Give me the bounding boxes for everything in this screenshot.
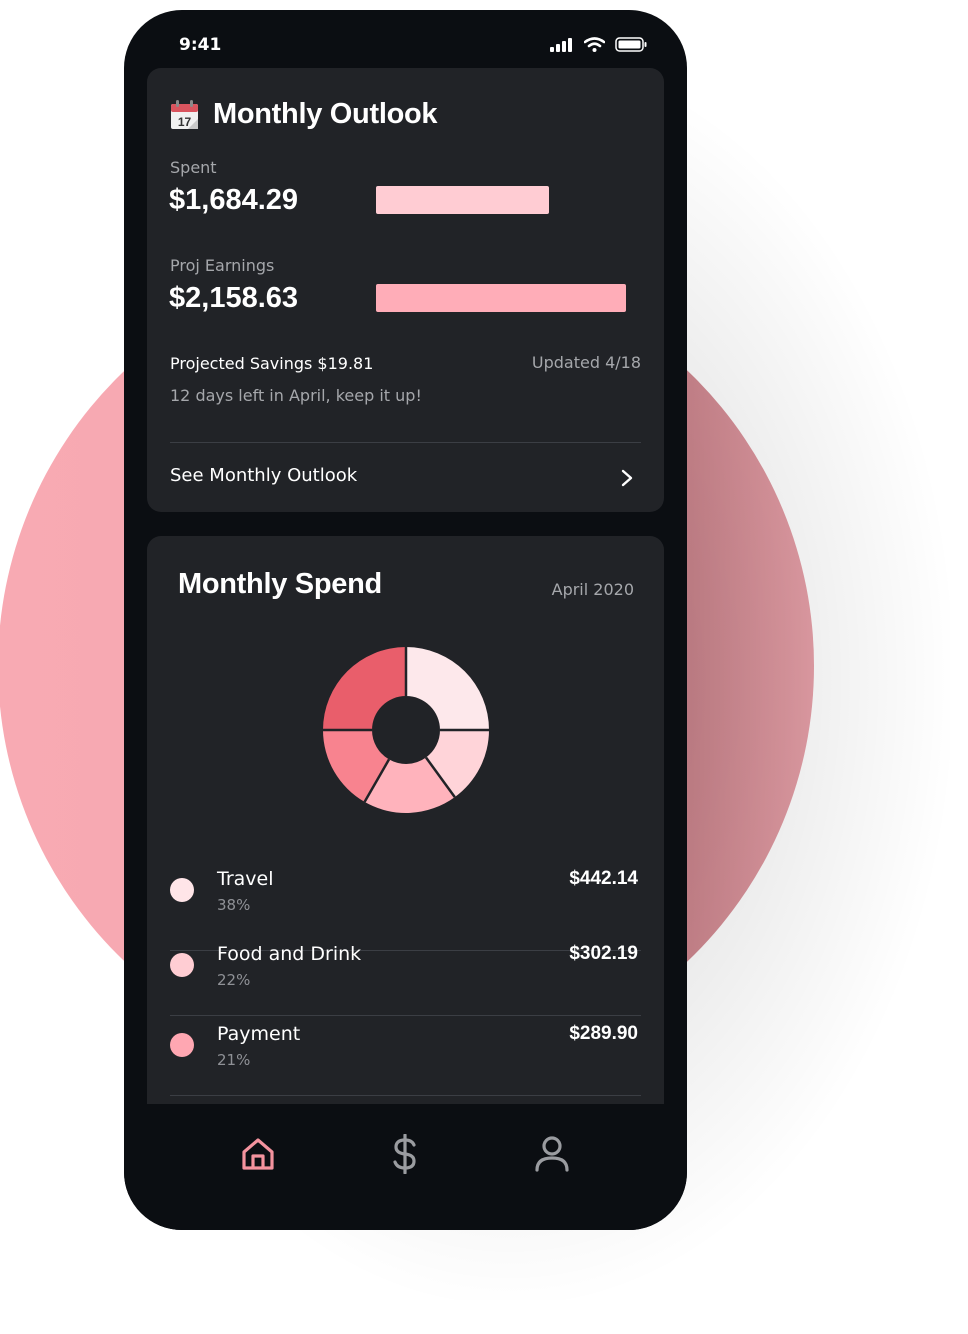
- category-name: Payment: [217, 1023, 301, 1045]
- list-item[interactable]: Food and Drink 22% $302.19: [170, 937, 641, 1016]
- category-amount: $442.14: [569, 868, 638, 889]
- monthly-spend-card: Monthly Spend April 2020 Travel 38% $442…: [147, 536, 664, 1116]
- donut-segment-3: [364, 757, 455, 813]
- category-percent: 38%: [217, 896, 251, 914]
- profile-icon: [535, 1136, 569, 1172]
- donut-segment-5: [323, 647, 406, 730]
- category-color-dot: [170, 953, 194, 977]
- chevron-right-icon: [621, 469, 633, 487]
- signal-icon: [550, 37, 572, 52]
- calendar-day: 17: [178, 115, 192, 129]
- row-divider: [170, 950, 641, 951]
- earnings-bar: [376, 284, 626, 312]
- status-bar: 9:41: [124, 10, 687, 70]
- battery-icon: [615, 37, 647, 52]
- list-item[interactable]: Travel 38% $442.14: [170, 862, 641, 951]
- earnings-value: $2,158.63: [169, 282, 299, 314]
- see-outlook-label: See Monthly Outlook: [170, 465, 358, 486]
- spend-donut-chart: [323, 647, 489, 813]
- divider: [170, 442, 641, 443]
- earnings-label: Proj Earnings: [170, 256, 275, 275]
- list-item[interactable]: Payment 21% $289.90: [170, 1017, 641, 1096]
- spent-bar: [376, 186, 549, 214]
- donut-segment-1: [406, 647, 489, 730]
- row-divider: [170, 1015, 641, 1016]
- updated-date: Updated 4/18: [531, 353, 641, 372]
- category-color-dot: [170, 1033, 194, 1057]
- spend-title: Monthly Spend: [178, 568, 382, 600]
- donut-segment-4: [323, 730, 389, 802]
- outlook-title: Monthly Outlook: [213, 98, 438, 130]
- see-outlook-link[interactable]: See Monthly Outlook: [147, 444, 664, 508]
- row-divider: [170, 1095, 641, 1096]
- category-percent: 22%: [217, 971, 251, 989]
- status-time: 9:41: [179, 35, 222, 55]
- projected-savings: Projected Savings $19.81: [170, 354, 374, 373]
- category-color-dot: [170, 878, 194, 902]
- tab-money[interactable]: [383, 1132, 427, 1176]
- category-name: Food and Drink: [217, 943, 362, 965]
- calendar-icon: 17: [171, 99, 198, 129]
- tab-home[interactable]: [236, 1132, 280, 1176]
- category-name: Travel: [217, 868, 274, 890]
- outlook-header: 17 Monthly Outlook: [170, 98, 438, 131]
- tab-profile[interactable]: [530, 1132, 574, 1176]
- wifi-icon: [584, 37, 605, 52]
- phone-frame: 9:41: [124, 10, 687, 1230]
- tab-bar: [124, 1104, 687, 1230]
- spend-month: April 2020: [551, 580, 634, 599]
- monthly-outlook-card: 17 Monthly Outlook Spent $1,684.29 Proj …: [147, 68, 664, 512]
- home-icon: [242, 1138, 274, 1170]
- category-percent: 21%: [217, 1051, 251, 1069]
- spent-value: $1,684.29: [169, 184, 299, 216]
- donut-segment-2: [426, 730, 489, 798]
- status-icons: [550, 37, 647, 52]
- spent-label: Spent: [170, 158, 217, 177]
- category-amount: $289.90: [569, 1023, 638, 1044]
- days-left-message: 12 days left in April, keep it up!: [170, 386, 422, 405]
- category-amount: $302.19: [569, 943, 638, 964]
- dollar-icon: [393, 1134, 416, 1174]
